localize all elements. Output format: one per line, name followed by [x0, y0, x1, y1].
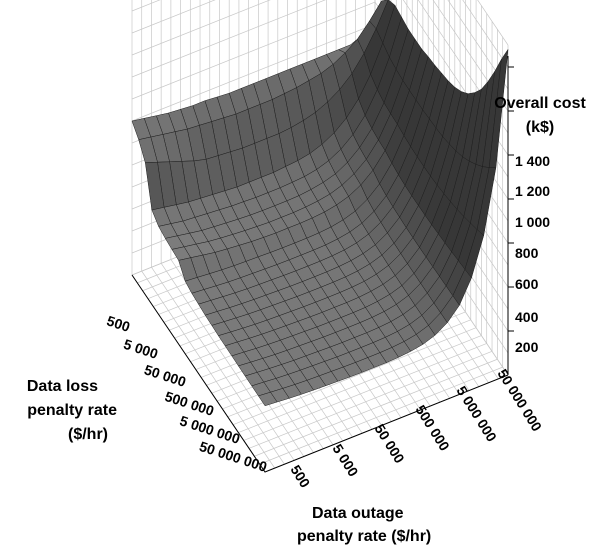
z-tick-labels: 200 400 600 800 1 000 1 200 1 400 — [515, 153, 550, 355]
wall-gridline — [131, 0, 509, 156]
axis-frame — [131, 56, 514, 473]
floor-gridline — [243, 343, 487, 441]
y-axis-title-line1: Data outage — [312, 505, 404, 522]
z-axis-title-line2: (k$) — [526, 119, 554, 136]
wall-gridline — [462, 0, 509, 68]
x-axis-title-line3: ($/hr) — [68, 426, 108, 443]
x-axis-title-line1: Data loss — [27, 378, 98, 395]
x-tick-label: 500 — [105, 312, 132, 335]
x-tick-label: 50 000 — [142, 361, 188, 390]
z-tick-label: 600 — [515, 276, 539, 292]
y-tick-label: 5 000 — [329, 441, 361, 479]
floor-gridline — [254, 358, 498, 457]
z-tick-label: 1 000 — [515, 214, 550, 230]
y-tick-label: 500 — [287, 462, 313, 490]
z-tick-label: 400 — [515, 309, 539, 325]
surface-patch — [258, 391, 278, 407]
z-axis-title-line1: Overall cost — [494, 95, 586, 112]
floor-gridline — [238, 335, 482, 433]
x-tick-label: 5 000 — [122, 336, 160, 362]
y-tick-label: 500 000 — [412, 402, 452, 454]
z-tick-label: 800 — [515, 245, 539, 261]
floor-gridline — [141, 270, 276, 469]
floor-front-edges — [131, 274, 509, 473]
floor-gridline — [160, 263, 295, 461]
y-tick-label: 50 000 — [371, 421, 407, 466]
wall-gridline — [131, 0, 509, 112]
z-tick-label: 1 200 — [515, 183, 550, 199]
y-tick-label: 50 000 000 — [494, 366, 545, 434]
z-tick-label: 1 400 — [515, 153, 550, 169]
wall-gridline — [131, 0, 509, 134]
wall-gridline — [477, 0, 509, 46]
wall-gridline — [447, 0, 509, 90]
y-tick-label: 5 000 000 — [453, 383, 500, 444]
x-axis-title-line2: penalty rate — [27, 402, 117, 419]
y-axis-title-line2: penalty rate ($/hr) — [297, 528, 431, 545]
floor-gridline — [232, 327, 477, 426]
floor-gridline — [151, 267, 285, 465]
z-tick-label: 200 — [515, 339, 539, 355]
floor-gridline — [248, 351, 493, 449]
floor-gridline — [259, 366, 503, 465]
surface-mesh — [131, 0, 509, 407]
